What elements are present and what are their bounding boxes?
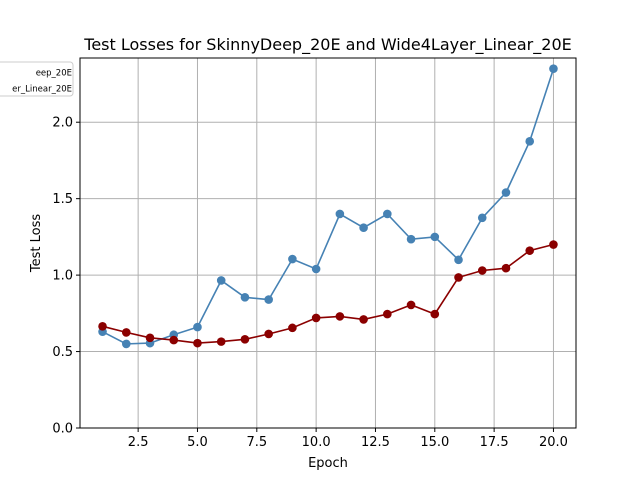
data-point bbox=[169, 335, 179, 345]
series-line bbox=[102, 68, 555, 345]
data-point bbox=[121, 328, 131, 337]
legend-label: eep_20E bbox=[36, 69, 72, 79]
x-tick-label: 20.0 bbox=[539, 435, 568, 450]
data-point bbox=[477, 266, 487, 275]
data-point bbox=[264, 295, 273, 304]
data-point bbox=[501, 188, 511, 197]
data-point bbox=[549, 64, 558, 74]
x-tick-label: 17.5 bbox=[480, 435, 509, 450]
data-point bbox=[311, 313, 321, 323]
series-group bbox=[98, 64, 558, 349]
data-point bbox=[240, 292, 250, 302]
data-point bbox=[477, 213, 487, 223]
plot-frame bbox=[79, 57, 577, 429]
x-tick-label: 7.5 bbox=[246, 435, 267, 450]
data-point bbox=[359, 223, 368, 233]
data-point bbox=[288, 254, 297, 264]
x-tick-label: 12.5 bbox=[361, 435, 390, 450]
data-point bbox=[121, 339, 131, 349]
series-line bbox=[102, 243, 554, 344]
data-point bbox=[525, 246, 535, 255]
data-point bbox=[383, 309, 392, 319]
data-point bbox=[454, 255, 463, 265]
data-point bbox=[359, 315, 368, 324]
data-point bbox=[335, 209, 345, 219]
data-point bbox=[406, 300, 416, 310]
data-point bbox=[216, 337, 226, 346]
y-tick-label: 1.5 bbox=[52, 192, 73, 207]
data-point bbox=[288, 323, 297, 333]
data-point bbox=[193, 322, 202, 332]
data-point bbox=[501, 263, 511, 273]
data-point bbox=[430, 309, 440, 319]
data-point bbox=[193, 338, 202, 348]
legend-label: er_Linear_20E bbox=[12, 85, 72, 95]
grid bbox=[80, 58, 576, 429]
legend: eep_20E er_Linear_20E bbox=[0, 61, 74, 97]
data-point bbox=[525, 137, 535, 146]
y-tick-label: 1.0 bbox=[52, 269, 73, 284]
axis-ticks: 2.5 5.0 7.5 10.0 12.5 15.0 17.5 20.0 0.0 0.5 1.0 1.… bbox=[52, 116, 568, 450]
data-point bbox=[264, 329, 273, 339]
legend-box bbox=[0, 61, 74, 97]
data-point bbox=[454, 273, 463, 282]
x-tick-label: 2.5 bbox=[128, 435, 149, 450]
y-tick-label: 2.0 bbox=[52, 116, 73, 131]
y-tick-label: 0.0 bbox=[52, 422, 73, 437]
data-point bbox=[406, 234, 416, 244]
chart-title: Test Losses for SkinnyDeep_20E and Wide4… bbox=[83, 35, 571, 55]
data-point bbox=[216, 276, 226, 285]
x-tick-label: 5.0 bbox=[187, 435, 208, 450]
data-point bbox=[98, 322, 107, 331]
data-point bbox=[335, 312, 345, 321]
y-axis-label: Test Loss bbox=[29, 214, 44, 273]
data-point bbox=[240, 335, 250, 344]
x-axis-label: Epoch bbox=[308, 456, 348, 471]
data-point bbox=[311, 264, 321, 274]
data-point bbox=[430, 232, 440, 242]
data-point bbox=[383, 209, 392, 219]
data-point bbox=[145, 333, 155, 343]
data-point bbox=[549, 240, 558, 249]
y-tick-label: 0.5 bbox=[52, 345, 73, 360]
x-tick-label: 15.0 bbox=[420, 435, 449, 450]
x-tick-label: 10.0 bbox=[302, 435, 331, 450]
